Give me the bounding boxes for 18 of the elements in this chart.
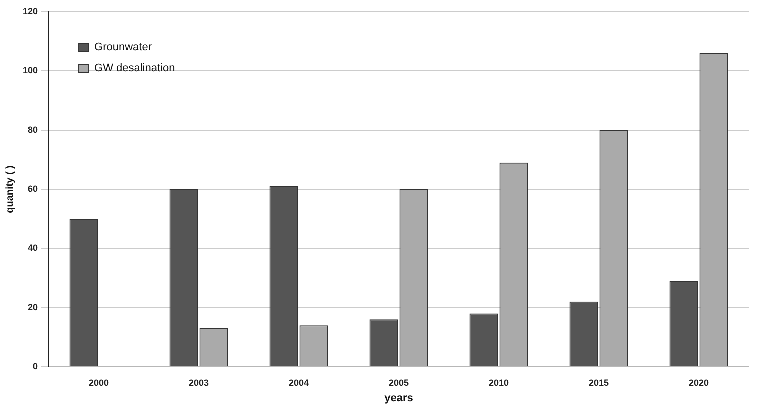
legend-label: Grounwater [94, 42, 152, 54]
legend-label: GW desalination [94, 62, 176, 75]
y-tick-label: 0 [33, 361, 38, 372]
x-axis-title: years [384, 392, 414, 404]
y-tick-label: 120 [22, 6, 38, 16]
x-tick-label: 2010 [488, 378, 510, 388]
x-tick-label: 2003 [188, 378, 210, 388]
x-tick-label: 2020 [688, 378, 710, 388]
x-tick-label: 2005 [388, 378, 410, 388]
y-tick-label: 60 [28, 184, 38, 194]
y-tick-label: 20 [28, 302, 38, 312]
y-axis-title: quanity ( ) [4, 166, 16, 214]
y-tick-label: 80 [28, 124, 38, 135]
x-tick-label: 2004 [288, 378, 310, 388]
y-tick-label: 100 [22, 66, 38, 76]
x-tick-label: 2000 [89, 378, 110, 388]
x-tick-label: 2015 [588, 378, 610, 388]
y-tick-label: 40 [28, 243, 38, 254]
